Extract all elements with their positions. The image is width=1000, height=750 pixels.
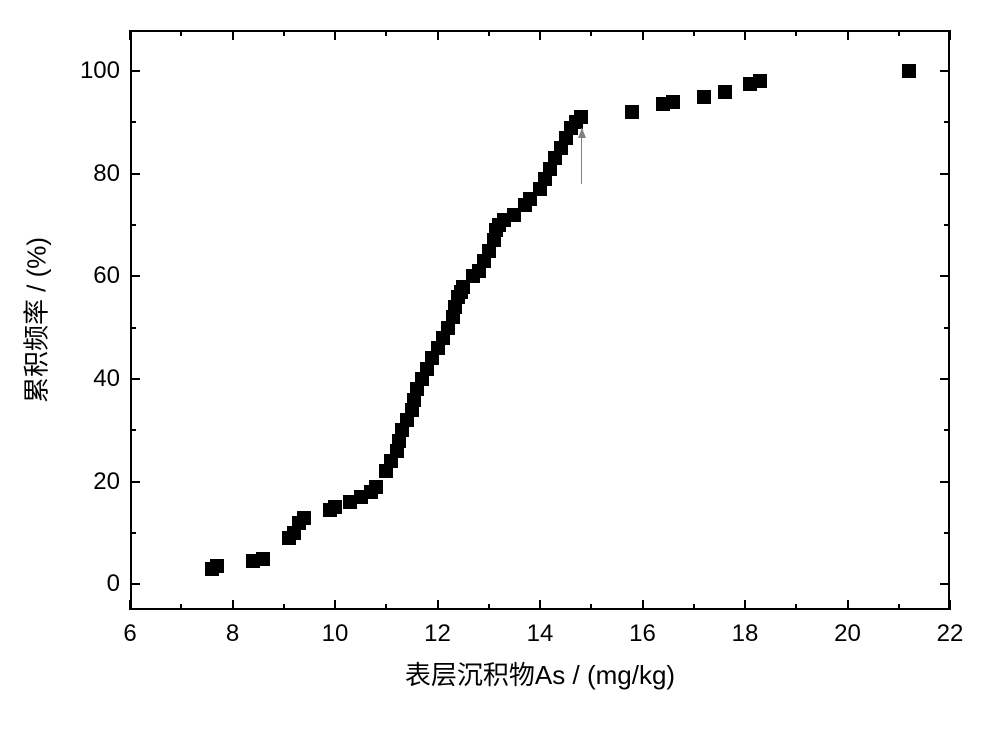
x-major-tick <box>539 600 541 610</box>
y-minor-tick <box>130 121 136 123</box>
chart-container: 6 8 10 12 14 16 18 20 22 0 20 40 60 80 100 表层沉积物As / (… <box>0 0 1000 750</box>
x-major-tick <box>744 600 746 610</box>
x-tick-label: 22 <box>937 620 964 648</box>
x-major-tick-top <box>539 30 541 40</box>
data-point <box>256 552 270 566</box>
y-tick-label: 0 <box>75 570 120 598</box>
x-minor-tick-top <box>488 30 490 36</box>
x-major-tick <box>437 600 439 610</box>
y-minor-tick <box>130 429 136 431</box>
data-point <box>902 64 916 78</box>
y-tick-label: 40 <box>75 365 120 393</box>
x-major-tick-top <box>232 30 234 40</box>
x-tick-label: 10 <box>322 620 349 648</box>
x-tick-label: 12 <box>424 620 451 648</box>
y-minor-tick-right <box>944 224 950 226</box>
data-point <box>574 110 588 124</box>
data-point <box>697 90 711 104</box>
x-major-tick <box>334 600 336 610</box>
x-major-tick <box>129 600 131 610</box>
x-minor-tick <box>590 604 592 610</box>
x-major-tick <box>642 600 644 610</box>
y-major-tick-right <box>940 173 950 175</box>
x-tick-label: 6 <box>123 620 136 648</box>
y-minor-tick <box>130 327 136 329</box>
data-point <box>753 74 767 88</box>
data-point <box>718 85 732 99</box>
x-minor-tick <box>180 604 182 610</box>
x-minor-tick <box>795 604 797 610</box>
y-tick-label: 100 <box>75 57 120 85</box>
data-point <box>625 105 639 119</box>
y-minor-tick-right <box>944 327 950 329</box>
x-minor-tick-top <box>693 30 695 36</box>
x-major-tick <box>847 600 849 610</box>
x-minor-tick-top <box>180 30 182 36</box>
y-major-tick-right <box>940 70 950 72</box>
y-major-tick <box>130 583 140 585</box>
x-tick-label: 8 <box>226 620 239 648</box>
x-tick-label: 14 <box>527 620 554 648</box>
plot-area <box>130 30 950 610</box>
y-major-tick <box>130 173 140 175</box>
data-point <box>369 480 383 494</box>
y-minor-tick-right <box>944 532 950 534</box>
y-minor-tick <box>130 532 136 534</box>
annotation-arrow-head <box>578 128 586 138</box>
y-major-tick-right <box>940 275 950 277</box>
x-major-tick-top <box>744 30 746 40</box>
y-major-tick <box>130 70 140 72</box>
x-minor-tick-top <box>590 30 592 36</box>
y-major-tick <box>130 275 140 277</box>
x-minor-tick-top <box>795 30 797 36</box>
x-major-tick-top <box>334 30 336 40</box>
y-minor-tick <box>130 224 136 226</box>
x-major-tick-top <box>949 30 951 40</box>
y-tick-label: 60 <box>75 262 120 290</box>
x-major-tick <box>232 600 234 610</box>
y-minor-tick-right <box>944 121 950 123</box>
data-point <box>297 511 311 525</box>
data-point <box>666 95 680 109</box>
x-major-tick-top <box>847 30 849 40</box>
y-minor-tick-right <box>944 429 950 431</box>
x-major-tick-top <box>437 30 439 40</box>
y-major-tick <box>130 481 140 483</box>
data-point <box>328 500 342 514</box>
y-major-tick-right <box>940 481 950 483</box>
x-tick-label: 16 <box>629 620 656 648</box>
data-point <box>210 559 224 573</box>
x-minor-tick-top <box>283 30 285 36</box>
x-minor-tick <box>488 604 490 610</box>
y-tick-label: 80 <box>75 160 120 188</box>
y-major-tick-right <box>940 583 950 585</box>
x-minor-tick <box>898 604 900 610</box>
y-major-tick <box>130 378 140 380</box>
y-axis-label: 累积频率 / (%) <box>17 237 54 403</box>
x-minor-tick <box>385 604 387 610</box>
x-tick-label: 20 <box>834 620 861 648</box>
x-major-tick-top <box>642 30 644 40</box>
x-major-tick-top <box>129 30 131 40</box>
x-axis-label: 表层沉积物As / (mg/kg) <box>405 655 675 692</box>
y-tick-label: 20 <box>75 468 120 496</box>
x-minor-tick <box>693 604 695 610</box>
x-minor-tick-top <box>898 30 900 36</box>
x-minor-tick <box>283 604 285 610</box>
x-major-tick <box>949 600 951 610</box>
x-tick-label: 18 <box>732 620 759 648</box>
y-major-tick-right <box>940 378 950 380</box>
x-minor-tick-top <box>385 30 387 36</box>
